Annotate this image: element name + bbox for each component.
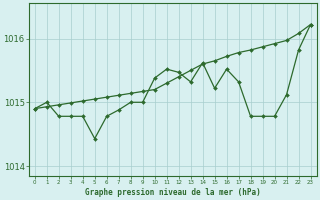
X-axis label: Graphe pression niveau de la mer (hPa): Graphe pression niveau de la mer (hPa) (85, 188, 260, 197)
